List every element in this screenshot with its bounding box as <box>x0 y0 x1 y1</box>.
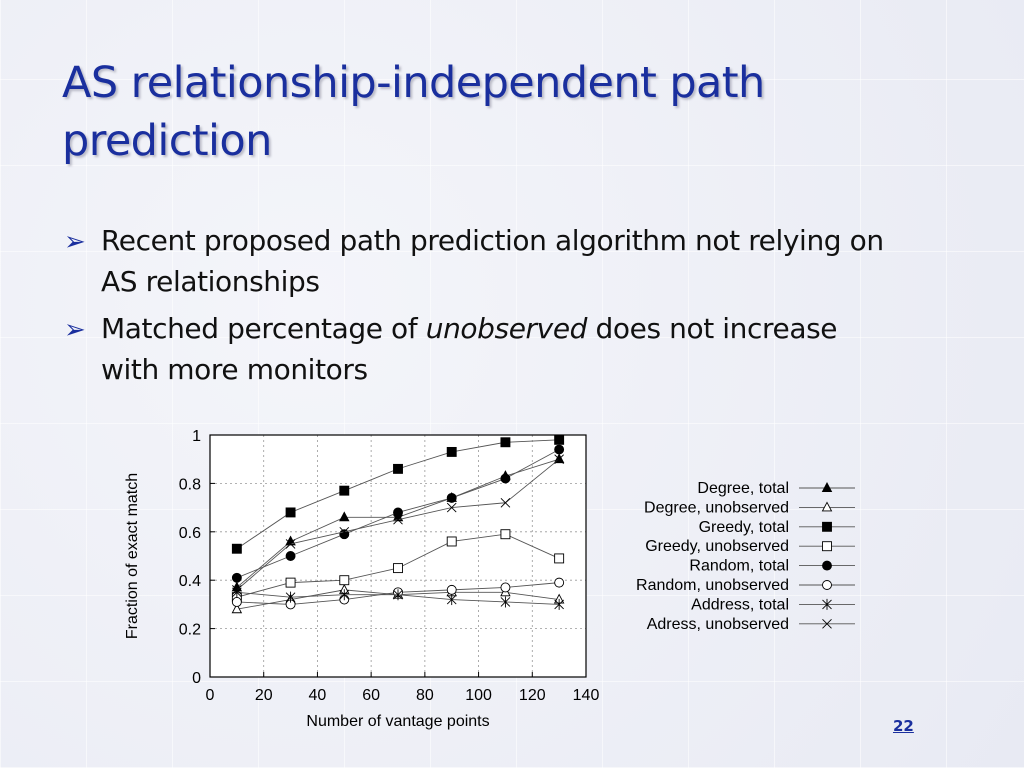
series-1-point <box>285 535 296 546</box>
series-8-point-stroke <box>285 539 296 549</box>
series-3-point <box>446 446 457 457</box>
plot-area <box>210 435 586 677</box>
slide-title-line2: prediction <box>62 116 272 166</box>
line-chart: 0 20 40 60 80 100 120 140 0 0.2 0.4 0.6 0.8 1 Number o… <box>124 428 855 730</box>
bullet-2-text-after: does not increase <box>587 312 838 345</box>
series-5-point <box>285 551 296 561</box>
series-3-point <box>500 437 511 448</box>
series-6-point <box>231 597 242 607</box>
legend-label: Random, total <box>689 558 789 575</box>
legend-label: Random, unobserved <box>636 577 789 594</box>
legend-marker <box>821 482 833 492</box>
arrow-bullet-icon: ➢ <box>64 227 86 257</box>
bullet-item-1: ➢ Recent proposed path prediction algori… <box>64 220 984 302</box>
series-8-point-stroke <box>232 585 242 595</box>
series-4-point <box>554 553 565 564</box>
series-7-point <box>232 586 242 598</box>
legend-label: Degree, unobserved <box>644 499 789 516</box>
y-axis-title: Fraction of exact match <box>124 473 141 639</box>
series-3-point <box>393 463 403 474</box>
series-8-point-stroke <box>393 514 403 525</box>
series-4-point <box>500 529 511 540</box>
x-tick-label: 120 <box>519 687 546 704</box>
series-4-point <box>446 536 457 547</box>
series-5-point <box>554 444 565 455</box>
y-tick-label: 0.8 <box>179 476 201 493</box>
legend-marker <box>822 560 832 571</box>
series-8-point <box>446 502 457 513</box>
series-8-point <box>393 514 403 525</box>
legend-marker <box>822 541 832 552</box>
series-2-point <box>231 603 243 614</box>
series-8-point-stroke <box>554 454 564 465</box>
bullet-2-line1: Matched percentage of unobserved does no… <box>101 308 984 349</box>
x-tick-label: 0 <box>206 687 215 704</box>
legend-label: Address, total <box>691 596 789 613</box>
series-8-point-stroke <box>446 502 457 513</box>
legend-marker <box>822 618 832 629</box>
series-8-point <box>339 526 350 537</box>
series-7-point <box>554 598 564 610</box>
series-7-point <box>393 589 403 601</box>
bullet-list: ➢ Recent proposed path prediction algori… <box>64 220 984 396</box>
series-3-point <box>554 434 565 445</box>
series-3-point <box>285 507 296 518</box>
x-tick-label: 40 <box>309 687 327 704</box>
series-7-point <box>339 589 350 601</box>
bullet-2-text-before: Matched percentage of <box>101 312 426 345</box>
bullet-2-emphasis: unobserved <box>425 312 588 345</box>
series-3-point <box>231 543 242 554</box>
series-8-point <box>232 585 242 595</box>
x-tick-label: 20 <box>255 687 273 704</box>
legend-marker <box>822 521 832 532</box>
slide-title: AS relationship-independent path predict… <box>62 54 962 170</box>
x-tick-label: 80 <box>416 687 434 704</box>
series-4-point <box>339 575 350 586</box>
series-4-point <box>393 563 403 574</box>
series-1-point <box>339 511 350 522</box>
series-8-point <box>285 539 296 549</box>
series-8-point <box>554 454 564 465</box>
legend-label: Adress, unobserved <box>647 616 789 633</box>
page-number: 22 <box>893 717 914 735</box>
y-tick-label: 0.4 <box>179 573 201 590</box>
plot-frame <box>209 434 587 678</box>
series-5-point <box>446 492 457 503</box>
x-tick-label: 100 <box>465 687 492 704</box>
y-tick-label: 0.2 <box>179 622 201 639</box>
legend-label: Greedy, unobserved <box>645 538 789 555</box>
series-5-point <box>500 473 511 484</box>
series-3-point <box>339 485 350 496</box>
series-7-point <box>446 594 457 606</box>
series-6-point <box>500 582 511 593</box>
series-5-point <box>393 507 403 518</box>
slide-title-line1: AS relationship-independent path <box>62 58 765 108</box>
legend-label: Greedy, total <box>699 519 789 536</box>
legend-marker-stroke <box>822 618 832 629</box>
series-4-point <box>285 577 296 588</box>
legend-label: Degree, total <box>697 480 789 497</box>
series-5-point <box>231 572 242 583</box>
series-7-point <box>500 596 511 608</box>
legend-marker <box>821 501 833 512</box>
legend-marker <box>822 580 832 590</box>
bullet-2-line2: with more monitors <box>101 353 368 386</box>
bullet-item-2: ➢ Matched percentage of unobserved does … <box>64 308 984 390</box>
legend-marker <box>822 598 832 610</box>
arrow-bullet-icon: ➢ <box>64 315 86 345</box>
x-axis-title: Number of vantage points <box>306 713 489 730</box>
series-8-point-stroke <box>500 497 511 508</box>
bullet-1-line2: AS relationships <box>101 265 320 298</box>
series-6-point <box>446 584 457 595</box>
series-8-point <box>500 497 511 508</box>
x-tick-label: 60 <box>362 687 380 704</box>
y-tick-label: 0.6 <box>179 525 201 542</box>
series-7-point <box>285 591 296 603</box>
y-tick-label: 1 <box>192 428 201 445</box>
series-8-point-stroke <box>339 526 350 537</box>
bullet-1-line1: Recent proposed path prediction algorith… <box>101 224 884 257</box>
x-tick-label: 140 <box>573 687 600 704</box>
series-6-point <box>554 577 565 588</box>
y-tick-label: 0 <box>192 670 201 687</box>
